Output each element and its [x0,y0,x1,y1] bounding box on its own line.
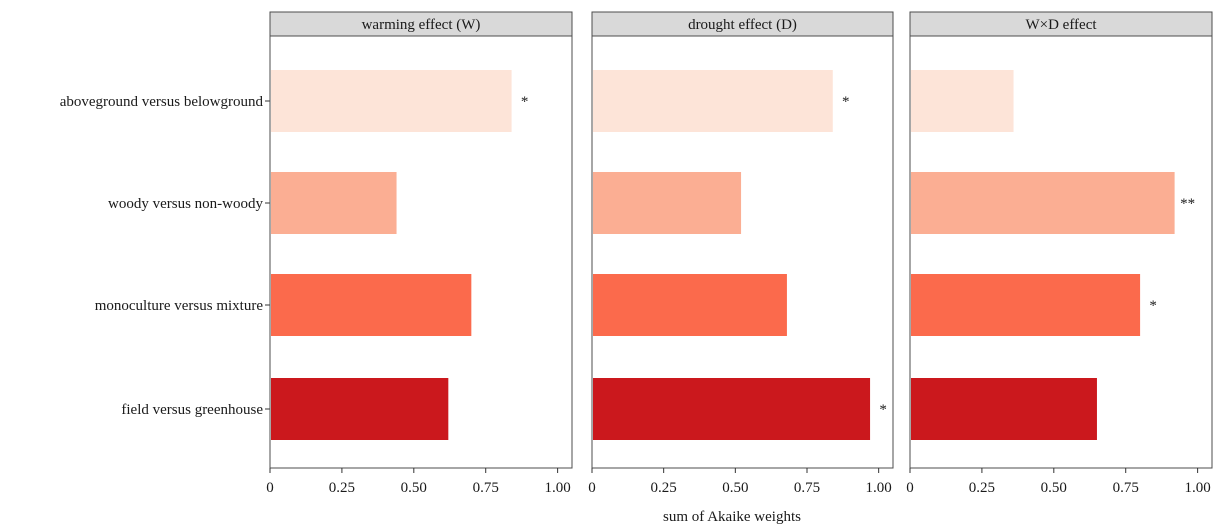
bar-monoculture-versus-mixture [271,274,472,336]
x-tick-label: 0 [906,480,914,496]
panel-title: warming effect (W) [362,17,481,33]
panel-strip [909,11,1213,37]
bar-monoculture-versus-mixture [911,274,1141,336]
panel-strip [591,11,894,37]
panel-w-d-effect: W×D effect***0 0.25 0.50 0.75 1.00 [906,11,1213,496]
x-tick-label: 0.75 [473,480,499,496]
category-label-monoculture-versus-mixture: monoculture versus mixture [95,298,264,314]
x-tick-label: 1.00 [544,480,570,496]
bar-woody-versus-non-woody [593,172,742,234]
bar-field-versus-greenhouse [593,378,871,440]
bar-aboveground-versus-belowground [593,70,833,132]
significance-label: * [879,402,887,418]
x-axis-title: sum of Akaike weights [663,509,801,525]
x-tick-label: 0.25 [969,480,995,496]
bar-field-versus-greenhouse [911,378,1097,440]
x-tick-label: 0.50 [1041,480,1067,496]
significance-label: * [842,94,850,110]
panels: warming effect (W)*0 0.25 0.50 0.75 1.00drou… [266,11,1213,496]
significance-label: * [1149,298,1157,314]
significance-label: ** [1180,196,1195,212]
panel-warming-effect-w: warming effect (W) * 0 0.25 0.50 0.75 1.00 [266,11,573,496]
x-tick-label: 0.25 [329,480,355,496]
category-label-aboveground-versus-belowground: aboveground versus belowground [60,94,264,110]
x-tick-label: 0 [266,480,274,496]
x-tick-label: 0.75 [794,480,820,496]
x-tick-label: 1.00 [866,480,892,496]
x-tick-label: 0.75 [1113,480,1139,496]
panel-title: drought effect (D) [688,17,797,33]
bar-aboveground-versus-belowground [271,70,512,132]
bar-field-versus-greenhouse [271,378,449,440]
panel-strip [269,11,573,37]
x-tick-label: 1.00 [1184,480,1210,496]
category-labels: aboveground versus belowground woody vers… [60,94,270,418]
x-tick-label: 0.50 [401,480,427,496]
bar-woody-versus-non-woody [911,172,1175,234]
panel-drought-effect-d: drought effect (D) * * 0 0.25 0.50 0.75 1.00 [588,11,894,496]
bar-monoculture-versus-mixture [593,274,787,336]
x-tick-label: 0.25 [651,480,677,496]
panel-title: W×D effect [1025,17,1097,33]
category-label-woody-versus-non-woody: woody versus non-woody [108,196,263,212]
x-tick-label: 0 [588,480,596,496]
significance-label: * [521,94,529,110]
bar-woody-versus-non-woody [271,172,397,234]
x-tick-label: 0.50 [722,480,748,496]
category-label-field-versus-greenhouse: field versus greenhouse [121,402,263,418]
bar-aboveground-versus-belowground [911,70,1014,132]
